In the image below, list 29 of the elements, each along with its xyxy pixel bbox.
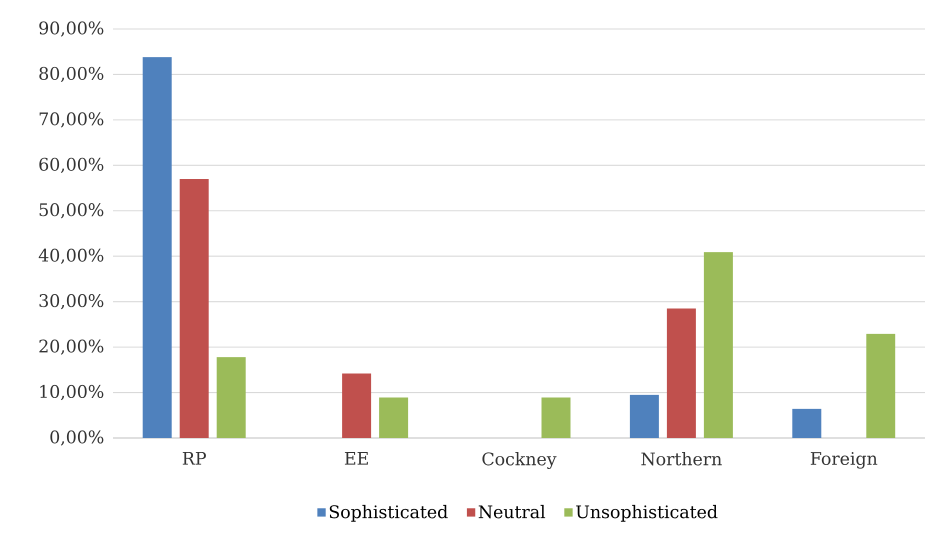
y-tick-label: 40,00%: [38, 248, 104, 264]
y-tick-label: 80,00%: [39, 66, 104, 82]
bar: [666, 308, 696, 438]
y-tick-label: 90,00%: [39, 21, 104, 37]
bar: [342, 373, 372, 438]
x-tick-label: Northern: [641, 452, 722, 466]
bar: [216, 357, 246, 438]
bar: [142, 57, 172, 438]
x-tick-label: Foreign: [810, 452, 878, 469]
bar: [792, 408, 822, 438]
y-tick-label: 70,00%: [40, 112, 104, 128]
bar: [704, 252, 733, 438]
y-tick-label: 20,00%: [39, 339, 104, 355]
y-tick-label: 0,00%: [50, 430, 104, 446]
x-tick-label: Cockney: [482, 452, 557, 470]
x-tick-label: RP: [182, 452, 206, 465]
x-tick-label: EE: [344, 452, 368, 465]
bar: [379, 398, 408, 438]
legend-label: Unsophisticated: [576, 504, 718, 522]
y-tick-label: 10,00%: [40, 384, 104, 400]
y-tick-label: 30,00%: [40, 294, 104, 310]
y-tick-label: 50,00%: [40, 203, 104, 218]
bar: [180, 178, 209, 438]
legend-label: Sophisticated: [330, 504, 448, 522]
bar: [542, 398, 570, 438]
bar: [866, 334, 896, 438]
y-tick-label: 60,00%: [39, 158, 104, 173]
legend-label: Neutral: [478, 504, 546, 518]
bar: [630, 394, 659, 438]
